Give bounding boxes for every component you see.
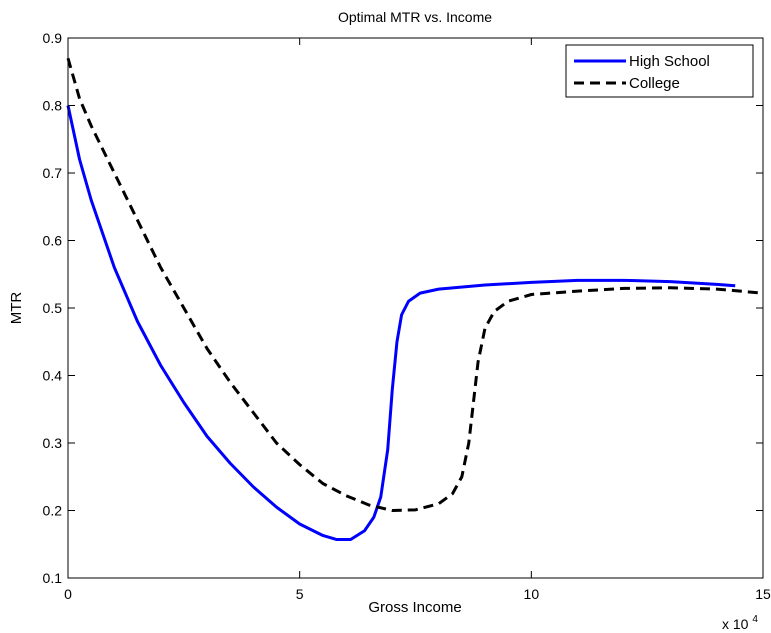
y-tick-label: 0.5 (43, 300, 63, 316)
x-tick-label: 10 (524, 586, 540, 602)
plot-frame (67, 37, 764, 579)
x-tick-label: 15 (755, 586, 771, 602)
series-layer (66, 57, 764, 542)
y-tick-label: 0.6 (43, 233, 63, 249)
legend: High School College (565, 44, 754, 98)
x-multiplier-exponent: 4 (752, 614, 758, 625)
legend-label-high-school: High School (629, 53, 710, 70)
x-axis-label: Gross Income (368, 599, 461, 616)
y-tick-label: 0.9 (43, 30, 63, 46)
y-tick-label: 0.3 (43, 435, 63, 451)
legend-label-college: College (629, 75, 680, 92)
series-line-college (66, 57, 764, 512)
legend-box (565, 44, 754, 98)
series-line-high-school (66, 105, 736, 542)
y-axis-label: MTR (8, 292, 25, 325)
x-axis-ticks: 0 5 10 15 (64, 38, 771, 602)
chart-title: Optimal MTR vs. Income (338, 9, 492, 25)
x-tick-label: 0 (64, 586, 72, 602)
y-tick-label: 0.1 (43, 570, 63, 586)
y-tick-label: 0.8 (43, 98, 63, 114)
x-multiplier-base: x 10 (722, 616, 749, 632)
x-tick-label: 5 (296, 586, 304, 602)
y-tick-label: 0.4 (43, 368, 63, 384)
y-tick-label: 0.2 (43, 503, 63, 519)
y-tick-label: 0.7 (43, 165, 63, 181)
plot-area (68, 38, 763, 578)
y-axis-ticks: 0.1 0.2 0.3 0.4 0.5 0.6 0.7 0.8 0.9 (43, 30, 763, 586)
x-axis-multiplier: x 10 4 (722, 614, 758, 632)
